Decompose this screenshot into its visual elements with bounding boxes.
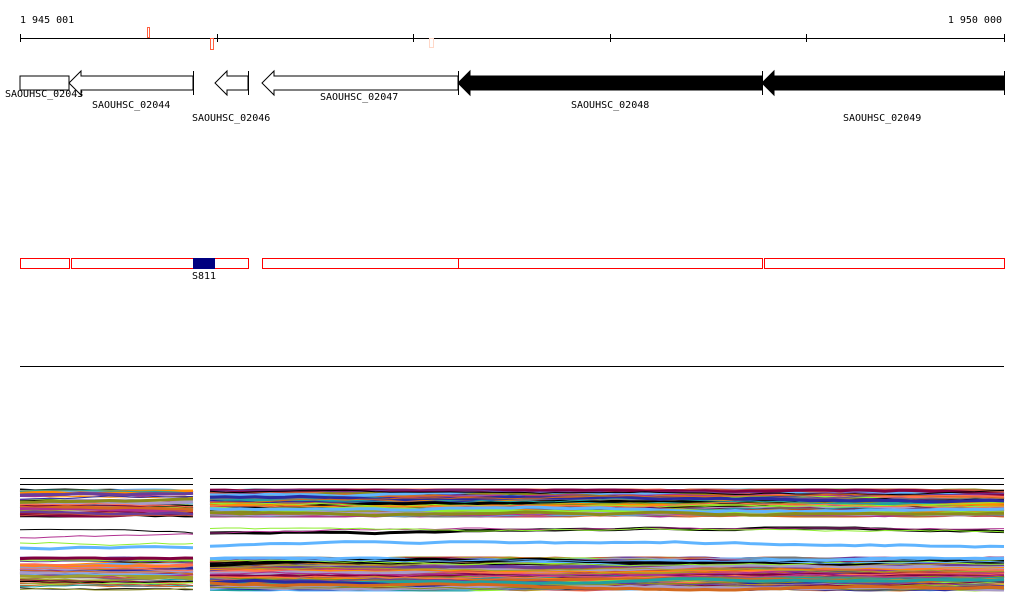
- region-box: [20, 258, 70, 269]
- gene-label: SAOUHSC_02048: [571, 100, 649, 111]
- expression-line: [209, 566, 1004, 573]
- expression-track: [19, 478, 1005, 592]
- expression-line: [19, 528, 194, 534]
- expression-line: [19, 564, 194, 568]
- expression-line: [19, 582, 194, 586]
- marker: [429, 38, 434, 48]
- expression-line: [19, 533, 194, 539]
- gene-label: SAOUHSC_02049: [843, 113, 921, 124]
- gene-label: SAOUHSC_02047: [320, 92, 398, 103]
- expression-line: [19, 567, 194, 572]
- expression-line: [19, 497, 194, 504]
- expression-line: [209, 493, 1005, 504]
- expression-line: [209, 527, 1005, 533]
- expression-line: [19, 587, 194, 591]
- expression-line: [19, 541, 194, 546]
- expression-line: [19, 569, 194, 575]
- expression-line: [20, 582, 194, 585]
- expression-line: [209, 494, 1005, 504]
- ruler-end-label: 1 950 000: [948, 15, 1002, 26]
- marker: [210, 38, 214, 50]
- ruler-start-label: 1 945 001: [20, 15, 74, 26]
- gene-label: SAOUHSC_02046: [192, 113, 270, 124]
- expression-line: [19, 489, 194, 494]
- feature-block: [193, 258, 215, 269]
- expression-line: [19, 556, 194, 561]
- expression-line: [19, 587, 194, 591]
- expression-line: [19, 502, 194, 508]
- expression-line: [19, 569, 194, 575]
- gene-arrow: [19, 75, 70, 91]
- expression-line: [19, 491, 194, 497]
- ruler: [20, 27, 1005, 50]
- expression-line: [209, 581, 1005, 592]
- expression-line: [19, 500, 194, 507]
- expression-line: [209, 571, 1005, 579]
- expression-line: [19, 509, 194, 517]
- expression-line: [19, 513, 194, 517]
- expression-line: [19, 560, 194, 564]
- gene-arrow: [457, 69, 763, 97]
- region-box: [764, 258, 1005, 269]
- feature-label: S811: [192, 271, 216, 282]
- region-track: [20, 258, 1005, 269]
- gene-arrow: [261, 69, 459, 97]
- gene-arrow: [68, 69, 194, 97]
- expression-line: [210, 527, 1005, 534]
- expression-line: [209, 502, 1005, 509]
- marker: [147, 27, 150, 38]
- expression-line: [209, 510, 1004, 518]
- expression-line: [19, 545, 194, 551]
- expression-line: [19, 504, 194, 512]
- region-box: [262, 258, 459, 269]
- gene-label: SAOUHSC_02044: [92, 100, 170, 111]
- expression-line: [19, 495, 194, 500]
- expression-line: [209, 557, 1005, 564]
- expression-line: [209, 489, 1005, 496]
- gene-arrow: [214, 69, 249, 97]
- expression-line: [209, 540, 1005, 549]
- expression-line: [209, 567, 1005, 573]
- gene-track: SAOUHSC_02043 SAOUHSC_02044 SAOUHSC_02046 S…: [5, 69, 1005, 124]
- region-box: [458, 258, 763, 269]
- region-box: [71, 258, 249, 269]
- expression-line: [19, 584, 194, 588]
- gene-label: SAOUHSC_02043: [5, 89, 83, 100]
- expression-line: [209, 505, 1005, 514]
- gene-arrow: [761, 69, 1005, 97]
- expression-line: [210, 563, 1005, 576]
